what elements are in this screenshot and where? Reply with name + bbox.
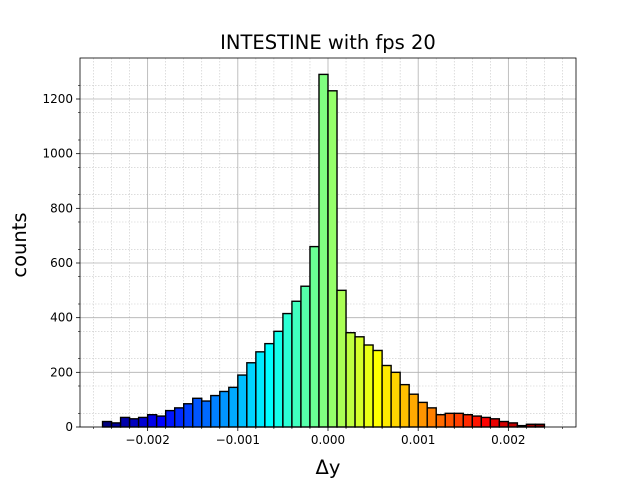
x-tick-label: −0.002 (125, 433, 169, 447)
histogram-bar (219, 390, 230, 428)
histogram-bar (173, 407, 185, 428)
histogram-bar (327, 90, 338, 428)
y-tick-label: 1200 (42, 92, 73, 106)
histogram-bar (426, 407, 437, 428)
histogram-bar (444, 412, 455, 428)
histogram-bar (525, 423, 537, 428)
histogram-bar (291, 300, 302, 428)
x-tick-label: −0.001 (216, 433, 260, 447)
histogram-bar (282, 312, 293, 428)
histogram-bar (255, 351, 266, 428)
histogram-bar (345, 332, 356, 428)
y-tick-label: 800 (50, 201, 73, 215)
histogram-bar (498, 420, 510, 428)
y-tick-label: 1000 (42, 147, 73, 161)
histogram-bar (480, 416, 492, 428)
ticks: −0.002 −0.001 0.000 0.001 0.002 0 200 400 600 800… (42, 85, 563, 447)
y-tick-label: 600 (50, 256, 73, 270)
histogram-bar (354, 336, 365, 428)
histogram-bar (101, 420, 113, 428)
histogram-bar (534, 423, 546, 428)
histogram-bar (363, 344, 374, 428)
histogram-bar (183, 403, 194, 428)
x-tick-label: 0.001 (401, 433, 435, 447)
histogram-bar (336, 289, 347, 428)
histogram-bar (264, 342, 275, 428)
y-axis-label: counts (8, 212, 31, 277)
histogram-bar (471, 415, 483, 428)
histogram-bar (300, 285, 311, 428)
y-tick-label: 200 (50, 365, 73, 379)
histogram-bar (435, 414, 446, 428)
histogram-bar (381, 364, 392, 428)
histogram-bar (137, 416, 149, 428)
histogram-bar (273, 330, 284, 428)
histogram-bar (155, 415, 167, 428)
histogram-bar (210, 394, 221, 428)
histogram-bar (246, 362, 257, 428)
histogram-bar (192, 397, 203, 428)
histogram-bar (453, 412, 464, 428)
bars (101, 73, 546, 428)
histogram-bar (146, 414, 158, 428)
histogram-bar (489, 418, 501, 428)
histogram-bar (228, 386, 239, 428)
x-tick-label: 0.000 (311, 433, 345, 447)
histogram-bar (201, 400, 212, 428)
histogram-bar (462, 414, 473, 428)
chart-title: INTESTINE with fps 20 (220, 31, 436, 54)
y-tick-label: 0 (65, 420, 73, 434)
y-tick-label: 400 (50, 311, 73, 325)
histogram-bar (164, 409, 176, 428)
x-axis-label: Δy (316, 456, 341, 479)
histogram-bar (119, 416, 131, 428)
histogram-bar (372, 349, 383, 428)
histogram-bar (110, 422, 122, 428)
x-tick-label: 0.002 (491, 433, 525, 447)
histogram-bar (128, 418, 140, 428)
histogram-bar (390, 371, 401, 428)
histogram-bar (399, 383, 410, 428)
histogram-bar (408, 393, 419, 428)
histogram-bar (417, 401, 428, 428)
histogram-bar (507, 422, 519, 428)
histogram-bar (318, 73, 329, 428)
histogram-bar (309, 245, 320, 428)
histogram-bar (237, 374, 248, 428)
